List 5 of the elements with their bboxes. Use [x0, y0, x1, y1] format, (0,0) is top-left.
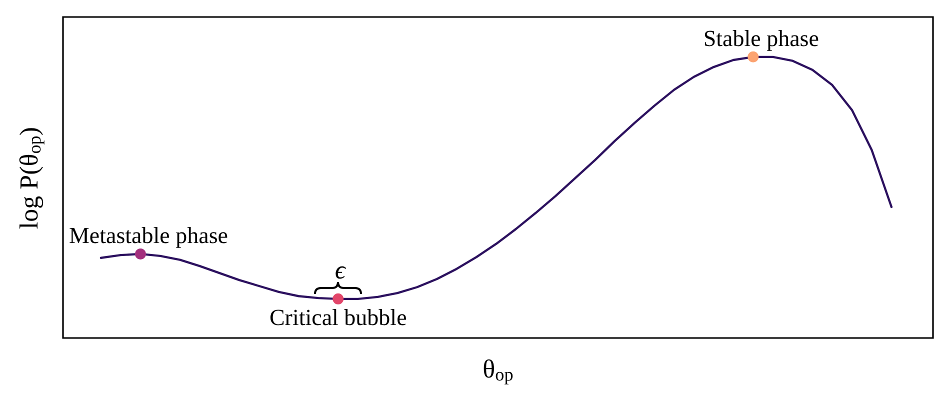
y-axis-title: log P(θop): [14, 126, 45, 230]
annotation: Critical bubble: [269, 304, 407, 330]
annotation: ϵ: [334, 255, 347, 284]
annotation: Metastable phase: [68, 222, 228, 248]
annotation: Stable phase: [703, 26, 819, 51]
